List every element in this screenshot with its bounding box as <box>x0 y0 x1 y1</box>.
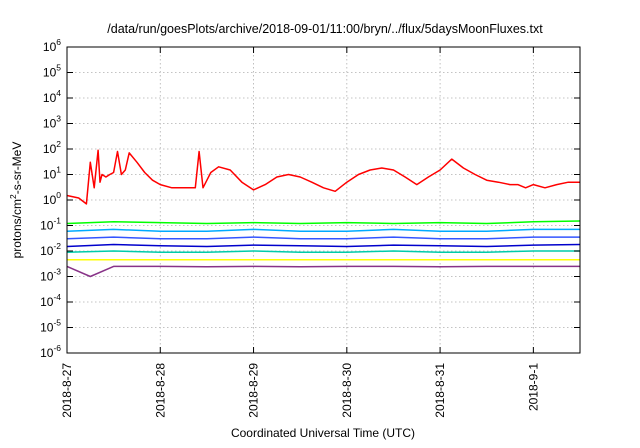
y-tick-label: 10-2 <box>40 241 61 258</box>
y-axis-label: protons/cm2-s-sr-MeV <box>8 142 24 259</box>
series-line-6 <box>66 250 580 253</box>
x-tick-label: 2018-8-27 <box>60 363 74 418</box>
y-tick-label: 10-4 <box>40 292 61 309</box>
chart-title: /data/run/goesPlots/archive/2018-09-01/1… <box>107 22 543 36</box>
y-axis-label-base: protons/cm <box>10 199 24 258</box>
y-tick-base: 10 <box>40 321 54 335</box>
y-tick-label: 100 <box>43 190 61 207</box>
series-line-3 <box>66 228 580 232</box>
series-line-4 <box>66 236 580 240</box>
y-tick-exponent: 4 <box>56 88 61 98</box>
y-tick-label: 104 <box>43 88 61 105</box>
series-line-8 <box>66 265 580 278</box>
y-tick-base: 10 <box>43 193 57 207</box>
y-tick-label: 10-5 <box>40 318 61 335</box>
y-tick-base: 10 <box>43 142 57 156</box>
y-tick-label: 10-3 <box>40 267 61 284</box>
y-tick-labels: 10610510410310210110010-110-210-310-410-… <box>40 37 61 360</box>
y-tick-label: 102 <box>43 139 61 156</box>
y-axis-label-rest: -s-sr-MeV <box>10 142 24 195</box>
y-axis-label-sup: 2 <box>8 194 18 199</box>
y-tick-base: 10 <box>43 66 57 80</box>
y-tick-exponent: -2 <box>53 241 61 251</box>
grid-layer <box>66 47 580 353</box>
x-tick-label: 2018-9-1 <box>526 363 540 411</box>
y-tick-exponent: 0 <box>56 190 61 200</box>
y-tick-base: 10 <box>43 117 57 131</box>
y-tick-exponent: -3 <box>53 267 61 277</box>
plot-frame <box>66 46 581 354</box>
series-line-5 <box>66 243 581 248</box>
y-tick-exponent: -1 <box>53 216 61 226</box>
y-tick-exponent: -6 <box>53 343 61 353</box>
y-tick-label: 10-6 <box>40 343 61 360</box>
y-tick-exponent: -4 <box>53 292 61 302</box>
y-tick-exponent: 3 <box>56 114 61 124</box>
x-tick-label: 2018-8-31 <box>433 363 447 418</box>
y-tick-label: 101 <box>43 165 61 182</box>
y-tick-label: 10-1 <box>40 216 61 233</box>
y-tick-exponent: 5 <box>56 63 61 73</box>
x-tick-label: 2018-8-28 <box>153 363 167 418</box>
y-tick-base: 10 <box>40 244 54 258</box>
series-line-2 <box>66 220 581 225</box>
y-tick-base: 10 <box>43 40 57 54</box>
x-axis-label: Coordinated Universal Time (UTC) <box>231 426 415 440</box>
y-tick-exponent: 6 <box>56 37 61 47</box>
x-tick-label: 2018-8-29 <box>247 363 261 418</box>
series-layer <box>66 149 581 278</box>
y-tick-exponent: -5 <box>53 318 61 328</box>
y-tick-base: 10 <box>40 219 54 233</box>
x-tick-labels: 2018-8-27 2018-8-28 2018-8-29 2018-8-30 2018… <box>60 363 540 418</box>
y-tick-base: 10 <box>40 270 54 284</box>
x-tick-label: 2018-8-30 <box>340 363 354 418</box>
y-tick-exponent: 1 <box>56 165 61 175</box>
y-tick-label: 103 <box>43 114 61 131</box>
y-tick-exponent: 2 <box>56 139 61 149</box>
y-tick-base: 10 <box>43 91 57 105</box>
series-line-1 <box>66 149 580 205</box>
y-tick-base: 10 <box>40 295 54 309</box>
y-tick-label: 105 <box>43 63 61 80</box>
y-tick-label: 106 <box>43 37 61 54</box>
y-tick-base: 10 <box>40 346 54 360</box>
y-tick-base: 10 <box>43 168 57 182</box>
